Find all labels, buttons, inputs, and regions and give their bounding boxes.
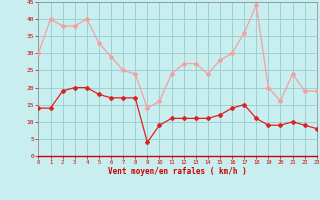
X-axis label: Vent moyen/en rafales ( km/h ): Vent moyen/en rafales ( km/h ) bbox=[108, 167, 247, 176]
